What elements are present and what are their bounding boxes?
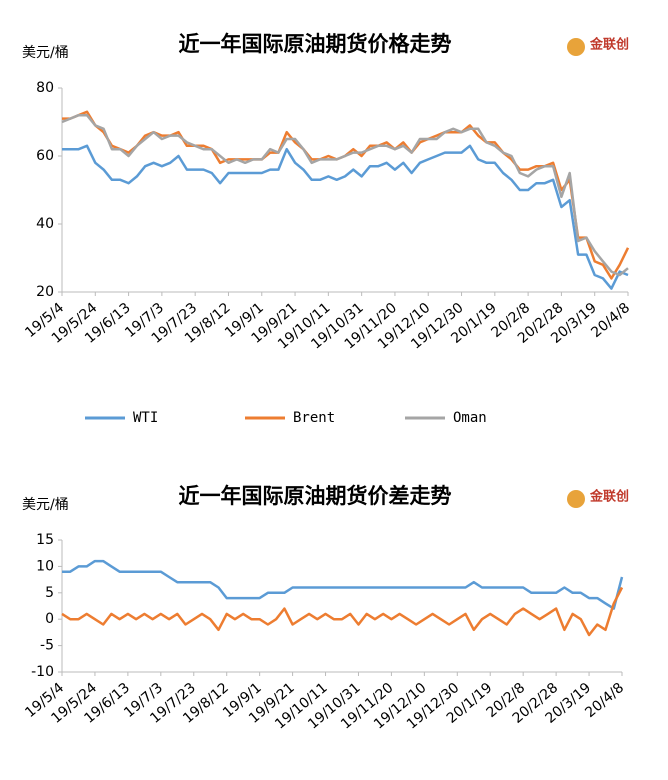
y-tick-label: 40 — [36, 216, 54, 232]
y-tick-label: 0 — [45, 611, 54, 627]
chart-title: 近一年国际原油期货价格走势 — [179, 32, 452, 56]
series-line — [62, 559, 624, 610]
y-tick-label: -5 — [40, 638, 54, 654]
y-tick-label: -10 — [31, 664, 54, 680]
logo-icon — [567, 38, 585, 56]
series-line — [61, 113, 629, 277]
y-tick-label: 15 — [36, 532, 54, 548]
chart-title: 近一年国际原油期货价差走势 — [179, 484, 452, 508]
y-tick-label: 20 — [36, 284, 54, 300]
legend-label: Brent — [293, 410, 335, 426]
legend-label: WTI — [133, 410, 158, 426]
series-line — [61, 586, 624, 637]
y-tick-label: 10 — [36, 558, 54, 574]
logo: 金联创 — [589, 489, 629, 505]
legend-label: Oman — [453, 410, 487, 426]
logo: 金联创 — [589, 37, 629, 53]
y-tick-label: 5 — [45, 585, 54, 601]
y-axis-label: 美元/桶 — [22, 497, 69, 513]
logo-icon — [567, 490, 585, 508]
y-axis-label: 美元/桶 — [22, 45, 69, 61]
series-line — [62, 144, 629, 290]
x-tick-label: 20/4/8 — [588, 300, 633, 341]
y-tick-label: 60 — [36, 148, 54, 164]
y-tick-label: 80 — [36, 80, 54, 96]
